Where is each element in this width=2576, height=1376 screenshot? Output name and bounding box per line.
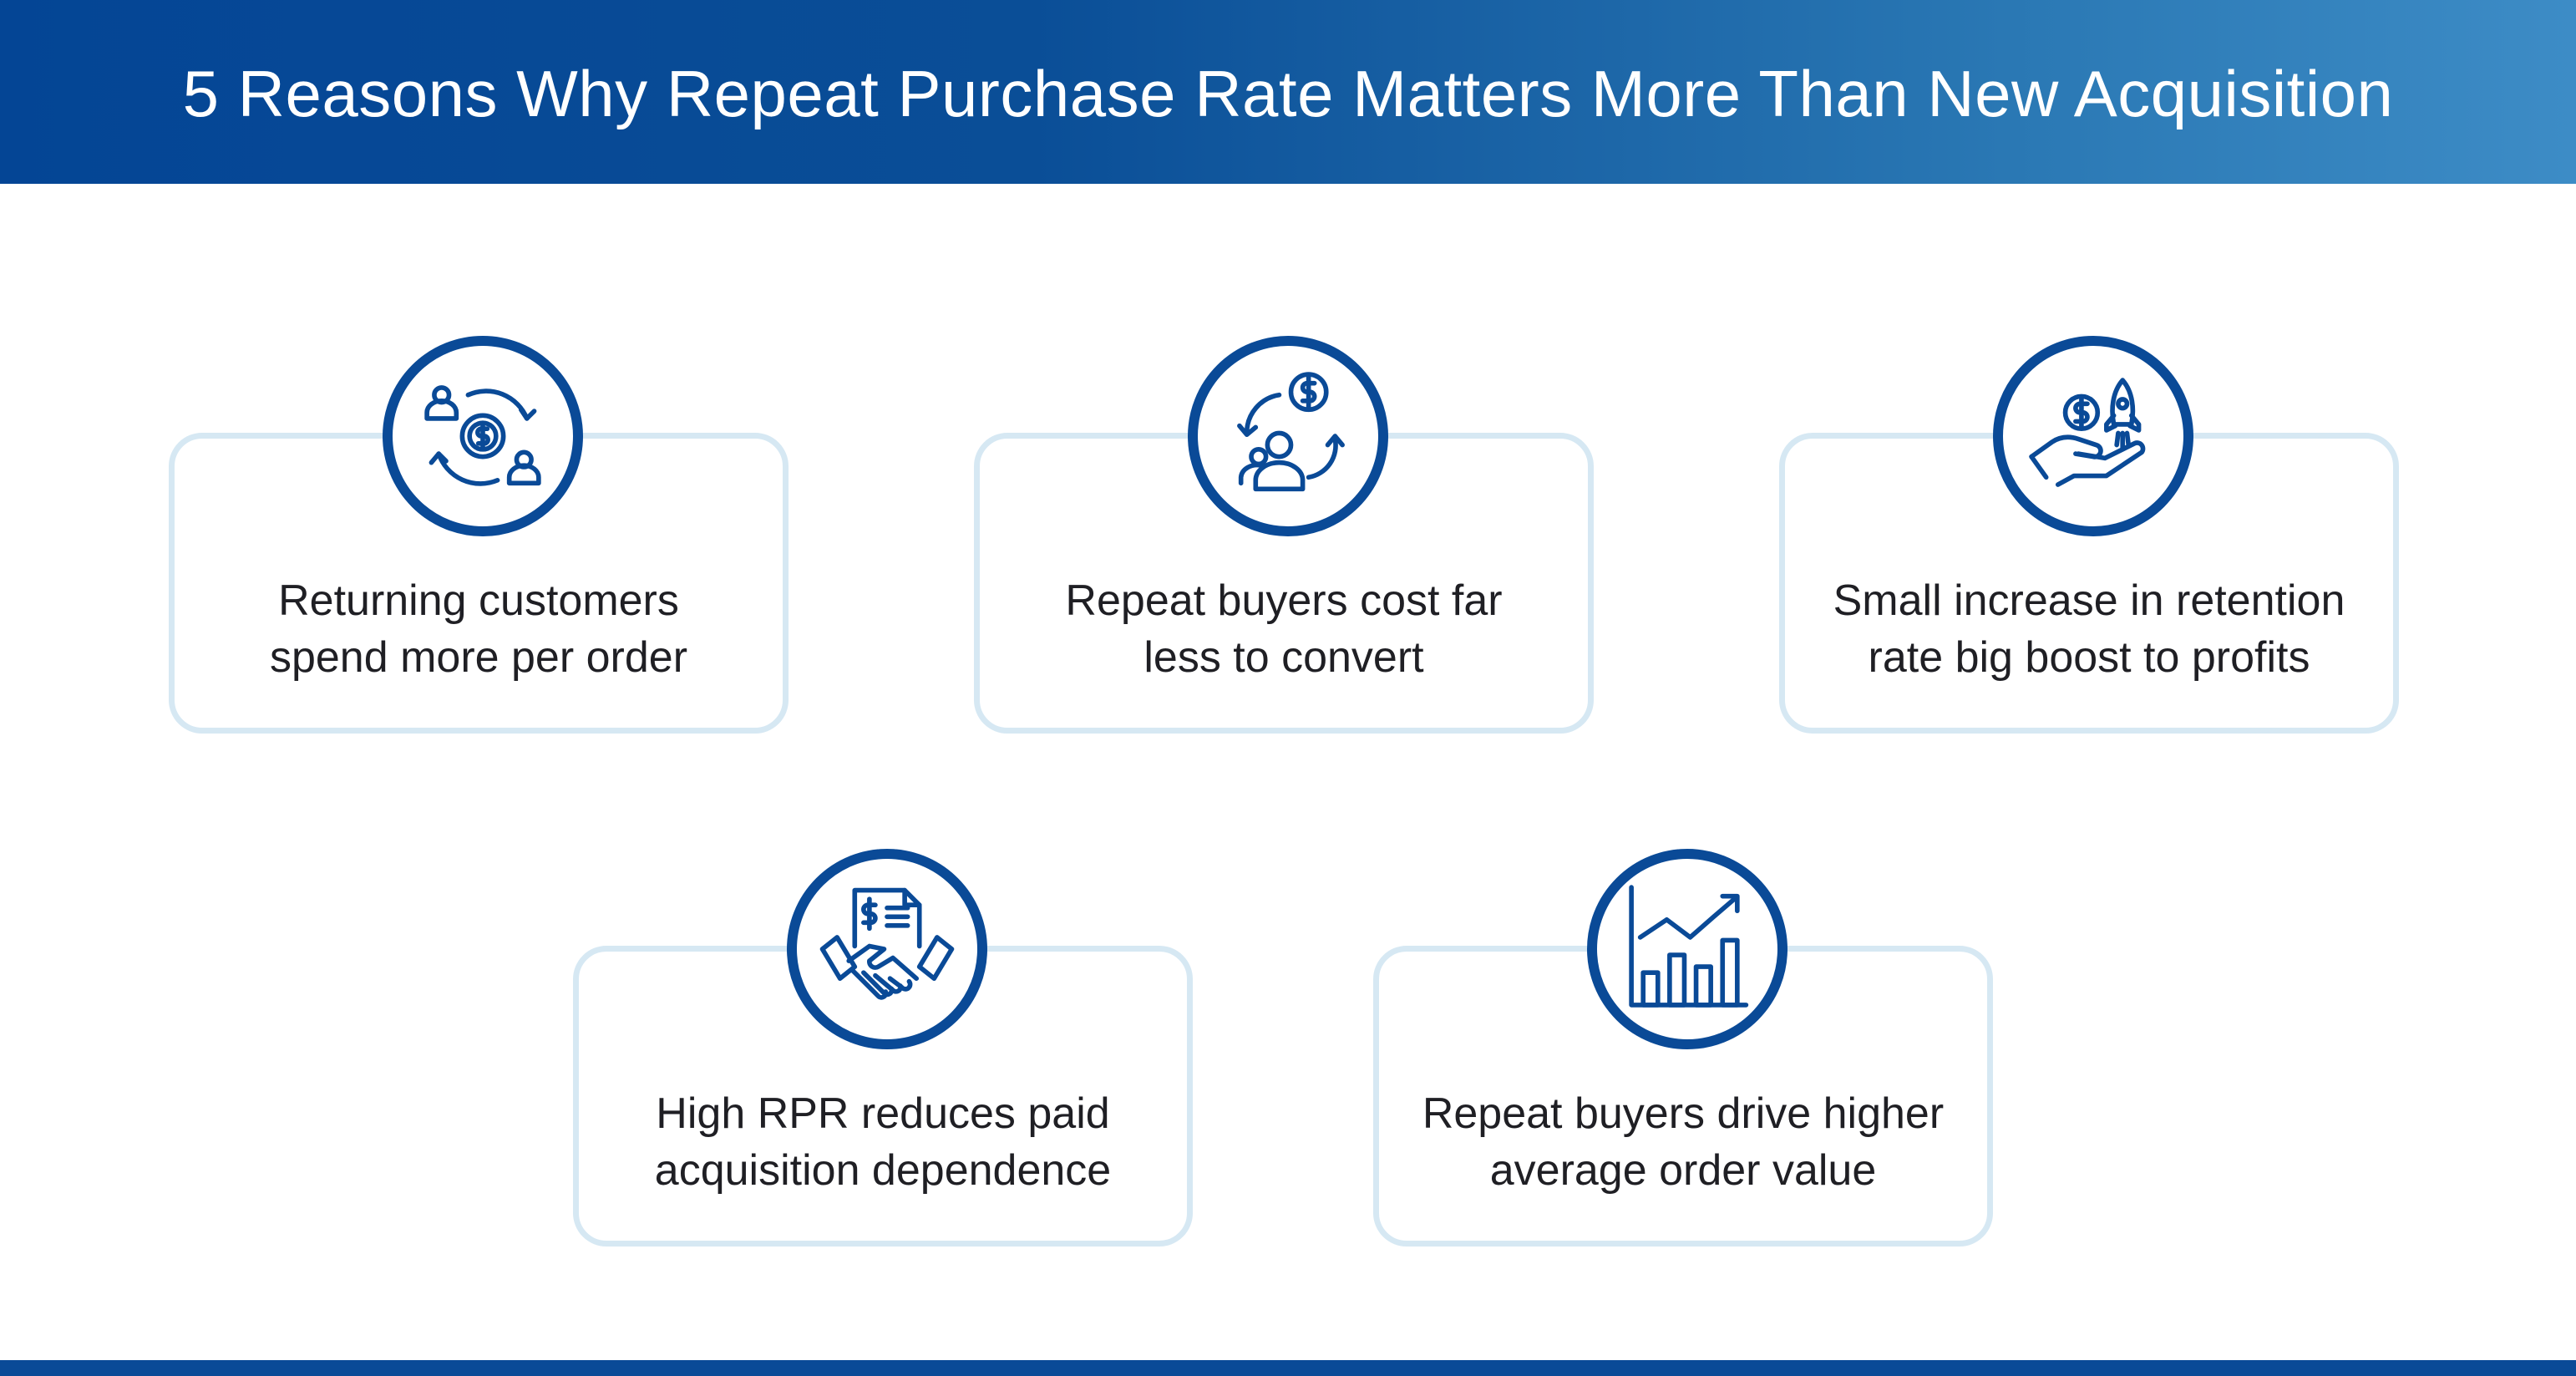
hand-coin-rocket-icon [1993, 336, 2193, 536]
reason-text-2: Repeat buyers cost far less to convert [1065, 576, 1503, 682]
page-title: 5 Reasons Why Repeat Purchase Rate Matte… [182, 56, 2394, 130]
reason-text-4: High RPR reduces paid acquisition depend… [654, 1089, 1112, 1195]
header-banner: 5 Reasons Why Repeat Purchase Rate Matte… [0, 0, 2576, 184]
customer-cycle-dollar-icon [383, 336, 583, 536]
reason-text-3: Small increase in retention rate big boo… [1833, 576, 2345, 682]
reason-text-5: Repeat buyers drive higher average order… [1422, 1089, 1945, 1195]
buyer-dollar-loop-icon [1188, 336, 1388, 536]
handshake-invoice-icon [787, 849, 987, 1049]
reason-text-1: Returning customers spend more per order [269, 576, 688, 682]
reason-card-5: Repeat buyers drive higher average order… [1373, 946, 1993, 1247]
footer-bar [0, 1360, 2576, 1376]
growth-bar-chart-icon [1587, 849, 1787, 1049]
